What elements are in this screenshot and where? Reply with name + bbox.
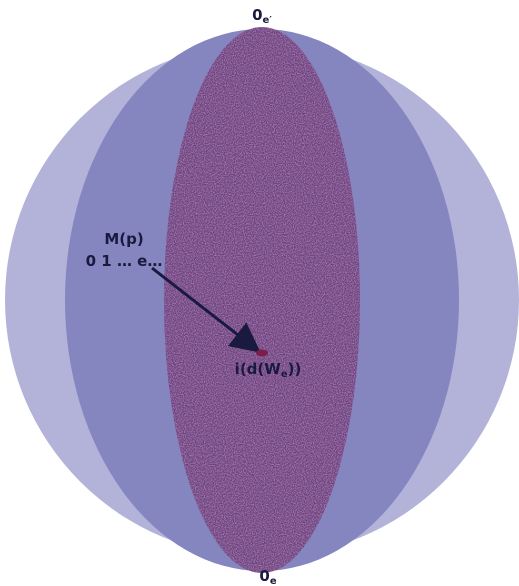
source-title: M(p) [104, 230, 143, 248]
source-sequence: 0 1 … e… [86, 252, 163, 270]
diagram: 0e′ M(p) 0 1 … e… i(d(We)) 0e [0, 0, 519, 586]
top-label: 0e′ [252, 6, 272, 26]
point [256, 350, 268, 357]
target-label: i(d(We)) [235, 360, 302, 380]
